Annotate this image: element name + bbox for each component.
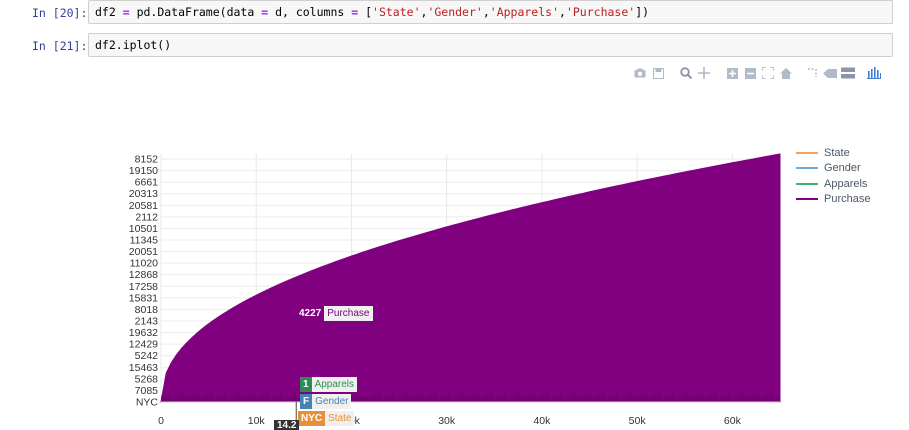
code-token: = <box>261 5 269 19</box>
y-tick-label: 7085 <box>135 385 159 397</box>
x-tick-label: 60k <box>724 415 742 427</box>
y-tick-label: 15463 <box>129 362 158 374</box>
legend-item-gender[interactable]: Gender <box>796 161 870 177</box>
y-tick-label: 19150 <box>129 165 158 177</box>
legend-label: Gender <box>824 162 861 175</box>
code-token: ]) <box>635 5 650 19</box>
x-tick-label: 50k <box>629 415 647 427</box>
zoom-in-icon[interactable] <box>725 66 739 80</box>
y-tick-label: 20313 <box>129 188 158 200</box>
code-cell-21[interactable]: In [21]: df2.iplot() <box>0 33 909 59</box>
y-tick-label: 2112 <box>135 211 158 223</box>
plot-area[interactable]: NYC7085526815463524212429196322143801815… <box>96 61 893 430</box>
hover-series-name: State <box>325 411 355 426</box>
camera-icon[interactable] <box>633 66 647 80</box>
y-tick-label: 19632 <box>129 327 158 339</box>
purchase-area <box>160 153 781 403</box>
code-token: 'State' <box>372 5 421 19</box>
code-token: 'Apparels' <box>489 5 560 19</box>
hover-label-purchase: 4227 Purchase <box>296 306 373 321</box>
y-tick-label: 2143 <box>135 316 159 328</box>
hover-series-name: Gender <box>312 394 352 409</box>
pan-icon[interactable] <box>697 66 711 80</box>
y-tick-label: 20581 <box>129 200 158 212</box>
hover-value: F <box>300 394 313 409</box>
hover-value: 1 <box>300 377 312 392</box>
y-tick-label: 15831 <box>129 292 158 304</box>
code-token: 'Gender' <box>427 5 483 19</box>
hover-closest-icon[interactable] <box>823 66 837 80</box>
code-token: df2 <box>95 5 123 19</box>
x-tick-label: 10k <box>248 415 266 427</box>
y-tick-label: 12429 <box>129 339 158 351</box>
y-tick-label: NYC <box>136 397 159 409</box>
zoom-out-icon[interactable] <box>743 66 757 80</box>
legend-item-state[interactable]: State <box>796 145 870 161</box>
zoom-icon[interactable] <box>679 66 693 80</box>
hover-label-apparels: 1 Apparels <box>300 377 358 392</box>
chart-legend[interactable]: State Gender Apparels Purchase <box>796 145 870 207</box>
plotly-modebar <box>633 65 881 81</box>
plotly-logo-icon[interactable] <box>867 66 881 80</box>
y-tick-label: 10501 <box>129 223 158 235</box>
code-token: [ <box>358 5 373 19</box>
hover-value: 4227 <box>296 306 325 321</box>
y-tick-label: 8018 <box>135 304 159 316</box>
save-icon[interactable] <box>651 66 665 80</box>
legend-swatch <box>796 182 818 185</box>
cell-prompt: In [20]: <box>32 6 88 20</box>
legend-label: State <box>824 146 850 159</box>
x-tick-label: 40k <box>533 415 551 427</box>
y-tick-label: 17258 <box>129 281 158 293</box>
legend-label: Purchase <box>824 193 871 206</box>
code-input[interactable]: df2 = pd.DataFrame(data = d, columns = [… <box>88 0 893 24</box>
y-tick-label: 11345 <box>130 235 159 247</box>
y-tick-label: 20051 <box>129 246 158 258</box>
y-tick-label: 12868 <box>129 269 158 281</box>
hover-series-name: Purchase <box>324 306 373 321</box>
x-tick-label: 0 <box>158 415 164 427</box>
hover-compare-icon[interactable] <box>841 66 855 80</box>
x-tick-label: 30k <box>438 415 456 427</box>
code-token: , <box>559 5 566 19</box>
legend-swatch <box>796 198 818 201</box>
y-tick-label: 6661 <box>135 177 159 189</box>
code-token: = <box>351 5 359 19</box>
hover-label-state: NYC State <box>298 411 355 426</box>
legend-item-apparels[interactable]: Apparels <box>796 176 870 192</box>
home-icon[interactable] <box>779 66 793 80</box>
code-token: 'Purchase' <box>565 5 636 19</box>
hover-x-label: 14.2 <box>274 420 300 430</box>
cell-prompt: In [21]: <box>32 39 88 53</box>
y-tick-label: 8152 <box>135 154 159 166</box>
code-token: df2.iplot() <box>95 38 172 52</box>
spike-icon[interactable] <box>805 66 819 80</box>
code-cell-20[interactable]: In [20]: df2 = pd.DataFrame(data = d, co… <box>0 0 909 26</box>
code-token: = <box>122 5 130 19</box>
code-token: d, columns <box>268 5 352 19</box>
y-tick-label: 5268 <box>135 373 159 385</box>
legend-item-purchase[interactable]: Purchase <box>796 192 870 208</box>
legend-label: Apparels <box>824 177 868 190</box>
code-token: , <box>420 5 428 19</box>
y-tick-label: 11020 <box>130 258 159 270</box>
code-token: pd.DataFrame(data <box>129 5 262 19</box>
legend-swatch <box>796 151 818 154</box>
plot-output[interactable]: NYC 7085 5268 15463 5242 12429 19632 2143 8018 15… <box>96 61 893 430</box>
hover-series-name: Apparels <box>311 377 358 392</box>
code-input[interactable]: df2.iplot() <box>88 33 893 57</box>
code-token: , <box>482 5 490 19</box>
hover-label-gender: F Gender <box>300 394 352 409</box>
y-tick-label: 5242 <box>135 350 159 362</box>
legend-swatch <box>796 167 818 170</box>
hover-value: NYC <box>298 411 326 426</box>
